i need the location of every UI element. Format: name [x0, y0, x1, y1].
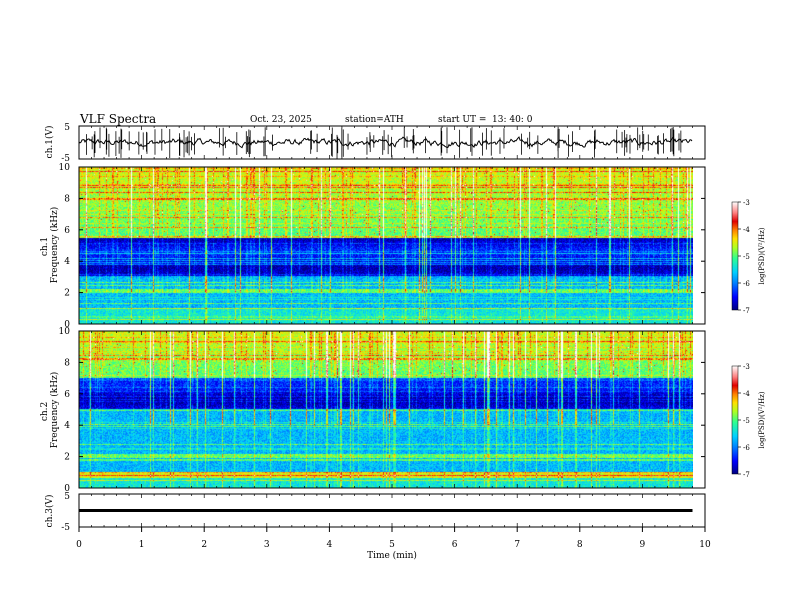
ch1-waveform-panel: 5 -5 ch.1(V): [44, 123, 706, 164]
y-tick-label: 8: [64, 194, 70, 204]
colorbar-tick-label: -5: [743, 417, 750, 425]
ch1-waveform-spikes: [86, 126, 682, 159]
date-label: Oct. 23, 2025: [250, 115, 312, 125]
ch1-ytick-top: 5: [64, 123, 70, 133]
colorbar-tick-label: -5: [743, 253, 750, 261]
ch2-spectrogram-image: [79, 331, 693, 488]
ch1-colorbar: [731, 201, 739, 311]
x-tick-label: 1: [139, 540, 145, 550]
x-tick-label: 5: [389, 540, 395, 550]
ch2-spectrogram-ylabel: ch.2 Frequency (kHz): [40, 372, 60, 449]
ch3-waveform-trace: [79, 509, 693, 512]
panel-minor-ticks: [78, 126, 706, 527]
colorbar-tick-label: -6: [743, 280, 750, 288]
y-tick-label: 0: [64, 484, 70, 494]
colorbar-tick-label: -4: [743, 226, 750, 234]
ch2-spectrogram-yticks: 0 2 4 6 8 10: [59, 327, 705, 494]
ch3-ytick-top: 5: [64, 492, 70, 502]
x-tick-label: 6: [452, 540, 458, 550]
y-tick-label: 6: [64, 226, 70, 236]
y-tick-label: 2: [64, 453, 70, 463]
y-tick-label: 0: [64, 320, 70, 330]
x-tick-label: 2: [201, 540, 207, 550]
x-tick-label: 9: [640, 540, 646, 550]
x-axis-label: Time (min): [367, 550, 417, 561]
ch1-colorbar-label: log(PSD)(V²/Hz): [758, 227, 766, 284]
ch2-colorbar-label: log(PSD)(V²/Hz): [758, 391, 766, 448]
x-tick-label: 7: [514, 540, 520, 550]
ch1-ytick-bottom: -5: [61, 154, 70, 164]
ch1-spectrogram-ylabel: ch.1 Frequency (kHz): [40, 207, 60, 284]
x-tick-label: 3: [264, 540, 270, 550]
colorbar-tick-label: -7: [743, 471, 750, 479]
y-tick-label: 4: [64, 421, 70, 431]
x-tick-label: 0: [76, 540, 82, 550]
colorbar-tick-label: -3: [743, 199, 750, 207]
colorbar-tick-label: -6: [743, 444, 750, 452]
x-tick-label: 8: [577, 540, 583, 550]
ch1-spectrogram-image: [79, 167, 693, 324]
x-tick-label: 10: [699, 540, 711, 550]
ch3-ytick-bottom: -5: [61, 523, 70, 533]
colorbar-tick-label: -4: [743, 390, 750, 398]
start-ut-value: 13: 40: 0: [492, 115, 533, 125]
x-axis-ticks: 0 1 2 3 4 5 6 7 8 9 10: [76, 527, 711, 550]
ch3-waveform-ylabel: ch.3(V): [44, 495, 55, 528]
y-tick-label: 8: [64, 358, 70, 368]
x-tick-label: 4: [327, 540, 333, 550]
ch2-colorbar-ticks: -3 -4 -5 -6 -7: [738, 363, 750, 479]
colorbar-tick-label: -7: [743, 307, 750, 315]
ch3-waveform-panel: 5 -5 ch.3(V) 0 1 2 3 4 5 6 7 8 9 10 Time (min): [44, 492, 711, 561]
y-tick-label: 4: [64, 257, 70, 267]
start-ut-label: start UT =: [438, 115, 487, 125]
colorbar-tick-label: -3: [743, 363, 750, 371]
y-tick-label: 2: [64, 289, 70, 299]
ch1-waveform-ylabel: ch.1(V): [44, 126, 55, 159]
y-tick-label: 10: [59, 327, 71, 337]
chart-title: VLF Spectra: [80, 112, 157, 126]
ch2-colorbar: [731, 365, 739, 475]
ch1-waveform-trace: [78, 136, 693, 149]
station-label: station=ATH: [345, 115, 404, 125]
ch1-colorbar-ticks: -3 -4 -5 -6 -7: [738, 199, 750, 315]
y-tick-label: 10: [59, 163, 71, 173]
y-tick-label: 6: [64, 390, 70, 400]
ch1-spectrogram-yticks: 0 2 4 6 8 10: [59, 163, 705, 330]
